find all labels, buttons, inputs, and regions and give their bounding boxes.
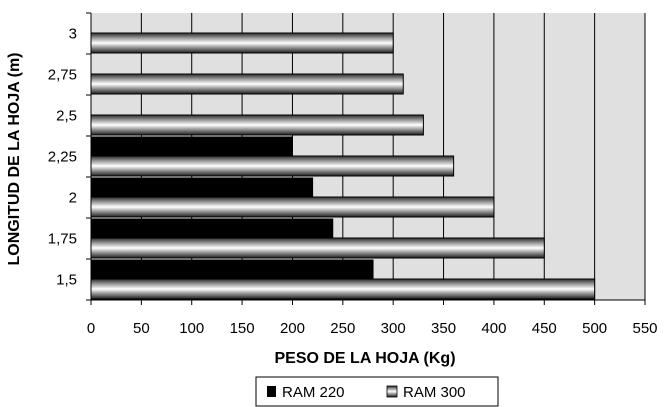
- y-tick-label: 3: [69, 26, 77, 43]
- bar-ram-220: [90, 259, 374, 281]
- bar-ram-300: [90, 114, 424, 136]
- x-tick-label: 100: [179, 320, 204, 337]
- bar-ram-220: [90, 136, 293, 158]
- y-tick-label: 1,5: [56, 272, 77, 289]
- x-tick-label: 550: [632, 320, 657, 337]
- y-axis-title: LONGITUD DE LA HOJA (m): [6, 52, 23, 265]
- y-tick-label: 2,25: [48, 149, 77, 166]
- legend-label-ram-300: RAM 300: [403, 384, 466, 401]
- y-tick-labels: 1,5 1,75 2 2,25 2,5 2,75 3: [48, 26, 77, 289]
- bar-ram-300: [90, 73, 404, 95]
- bar-ram-300: [90, 278, 596, 300]
- bar-ram-300: [90, 237, 545, 259]
- legend-swatch-ram-220: [267, 386, 276, 397]
- y-tick-label: 2,75: [48, 67, 77, 84]
- legend-swatch-ram-300: [386, 385, 398, 398]
- legend-box: [255, 376, 499, 407]
- x-tick-label: 50: [133, 320, 150, 337]
- y-tick-label: 2,5: [56, 108, 77, 125]
- x-tick-label: 150: [230, 320, 255, 337]
- legend: RAM 220 RAM 300: [255, 376, 499, 407]
- bar-ram-300: [90, 155, 455, 177]
- x-tick-labels: 0 50 100 150 200 250 300 350 400 450 500 550: [87, 320, 658, 337]
- x-tick-label: 300: [381, 320, 406, 337]
- x-tick-label: 500: [582, 320, 607, 337]
- y-tick-label: 2: [69, 190, 77, 207]
- x-axis-title: PESO DE LA HOJA (Kg): [274, 350, 455, 367]
- x-tick-label: 0: [87, 320, 95, 337]
- legend-label-ram-220: RAM 220: [282, 384, 345, 401]
- x-tick-label: 350: [431, 320, 456, 337]
- x-tick-label: 250: [330, 320, 355, 337]
- y-tick-label: 1,75: [48, 231, 77, 248]
- bar-ram-300: [90, 32, 394, 54]
- x-tick-label: 400: [481, 320, 506, 337]
- x-tick-label: 450: [532, 320, 557, 337]
- bar-ram-220: [90, 177, 314, 199]
- bar-ram-300: [90, 196, 495, 218]
- x-tick-label: 200: [280, 320, 305, 337]
- bar-ram-220: [90, 218, 334, 240]
- axes: [90, 13, 645, 301]
